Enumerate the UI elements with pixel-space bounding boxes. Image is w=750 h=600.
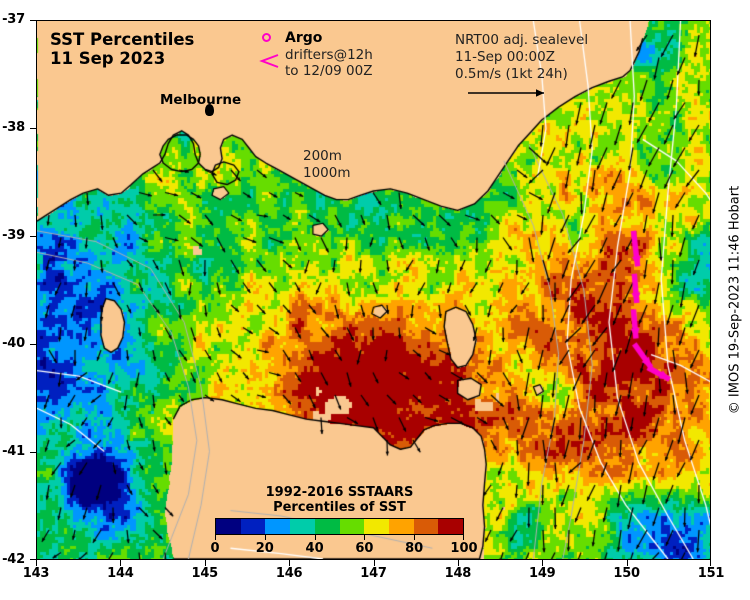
x-axis-tick-label: 148: [444, 566, 472, 581]
map-title-line1: SST Percentiles: [50, 30, 195, 49]
y-axis-tick-label: -38: [2, 120, 25, 135]
colorbar-band-7: [388, 519, 414, 534]
colorbar-band-1: [240, 519, 266, 534]
y-axis-tick: [30, 20, 36, 21]
x-axis-tick: [204, 560, 206, 566]
y-axis-tick-label: -39: [2, 228, 25, 243]
x-axis-tick-label: 144: [107, 566, 134, 581]
colorbar-title-line1: 1992-2016 SSTAARS: [265, 485, 414, 500]
colorbar-swatches: [215, 518, 464, 535]
melbourne-city-marker-icon: [205, 104, 214, 116]
attribution-text: © IMOS 19-Sep-2023 11:46 Hobart: [727, 185, 743, 415]
colorbar-tick-label: 60: [355, 541, 374, 556]
colorbar-ticks: [215, 535, 464, 541]
argo-legend-heading: Argo: [285, 30, 323, 46]
colorbar-band-5: [339, 519, 365, 534]
map-title: SST Percentiles 11 Sep 2023: [50, 30, 194, 68]
x-axis-tick-label: 151: [697, 566, 725, 581]
colorbar-band-8: [413, 519, 439, 534]
x-axis-tick: [457, 560, 459, 566]
x-axis-tick: [289, 560, 291, 566]
x-axis-tick: [373, 560, 375, 566]
colorbar-tick-label: 40: [305, 541, 324, 556]
colorbar-band-4: [314, 519, 340, 534]
y-axis-tick: [30, 452, 36, 453]
colorbar-tick: [264, 535, 266, 540]
map-plot-area[interactable]: [36, 20, 711, 560]
x-axis-tick: [710, 560, 711, 566]
x-axis-tick-label: 147: [360, 566, 387, 581]
argo-legend: Argo drifters@12h to 12/09 00Z: [285, 30, 373, 80]
map-title-line2: 11 Sep 2023: [50, 49, 166, 68]
x-axis-tick-label: 143: [22, 566, 50, 581]
colorbar-band-9: [438, 519, 464, 534]
velocity-scale-arrow-icon: [468, 89, 544, 97]
colorbar-band-0: [216, 519, 241, 534]
bathymetry-legend: 200m 1000m: [303, 148, 351, 182]
colorbar-tick-label: 20: [255, 541, 274, 556]
colorbar-tick: [364, 535, 366, 540]
colorbar-band-2: [265, 519, 291, 534]
sealevel-legend-line1: NRT00 adj. sealevel: [455, 32, 589, 48]
x-axis-tick-label: 149: [528, 566, 556, 581]
attribution-container: © IMOS 19-Sep-2023 11:46 Hobart: [724, 0, 746, 600]
colorbar-tick-labels: 0 20 40 60 80 100: [210, 541, 477, 557]
argo-circle-icon: [262, 33, 271, 42]
x-axis-tick: [626, 560, 628, 566]
x-axis-tick-label: 146: [275, 566, 303, 581]
sealevel-legend: NRT00 adj. sealevel 11-Sep 00:00Z 0.5m/s…: [455, 32, 588, 83]
x-axis-tick: [542, 560, 544, 566]
x-axis-tick-label: 150: [613, 566, 640, 581]
colorbar-tick-label: 80: [405, 541, 424, 556]
argo-legend-line2: drifters@12h: [285, 46, 373, 63]
sst-percentile-raster: [37, 21, 710, 559]
y-axis-tick: [30, 128, 36, 129]
sealevel-legend-line3: 0.5m/s (1kt 24h): [455, 66, 568, 82]
colorbar-tick: [463, 535, 464, 540]
colorbar-band-3: [290, 519, 315, 534]
colorbar-title-line2: Percentiles of SST: [273, 500, 406, 515]
y-axis-tick-label: -41: [2, 444, 25, 459]
place-label-melbourne: Melbourne: [160, 92, 242, 108]
colorbar-legend: 1992-2016 SSTAARS Percentiles of SST 0 20…: [210, 485, 477, 557]
colorbar-title: 1992-2016 SSTAARS Percentiles of SST: [215, 485, 464, 515]
y-axis-tick-label: -40: [2, 336, 25, 351]
y-axis-tick: [30, 344, 36, 345]
x-axis-tick: [120, 560, 122, 566]
bathymetry-contour-1000m: 1000m: [303, 165, 351, 181]
x-axis-tick: [36, 560, 37, 566]
sealevel-legend-line2: 11-Sep 00:00Z: [455, 49, 555, 65]
y-axis-tick-label: -42: [2, 552, 25, 567]
x-axis-tick-label: 145: [191, 566, 219, 581]
colorbar-tick: [215, 535, 216, 540]
y-axis-tick-label: -37: [2, 12, 25, 27]
y-axis-tick: [30, 236, 36, 237]
argo-legend-line3: to 12/09 00Z: [285, 63, 373, 79]
colorbar-band-6: [364, 519, 389, 534]
map-overlays: [37, 21, 710, 559]
bathymetry-contour-200m: 200m: [303, 148, 342, 164]
colorbar-tick-label: 0: [210, 541, 220, 556]
y-axis-tick: [30, 559, 36, 560]
colorbar-tick: [414, 535, 416, 540]
colorbar-tick: [314, 535, 316, 540]
colorbar-tick-label: 100: [450, 541, 478, 556]
drifter-track-icon: [259, 54, 279, 68]
